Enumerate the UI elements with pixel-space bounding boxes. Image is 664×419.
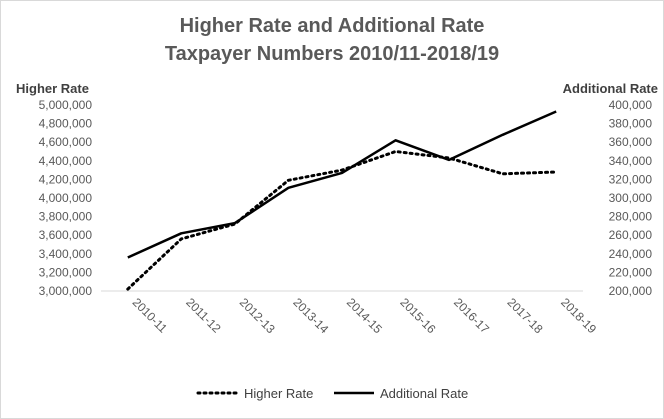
- x-tick-label: 2016-17: [451, 295, 492, 336]
- legend: Higher Rate Additional Rate: [196, 386, 468, 401]
- left-axis-ticks: 3,000,000 3,200,000 3,400,000 3,600,000 3,80…: [39, 98, 93, 298]
- x-tick-label: 2014-15: [344, 295, 385, 336]
- left-axis-title: Higher Rate: [16, 81, 89, 96]
- left-tick-label: 4,600,000: [39, 135, 93, 149]
- right-tick-label: 360,000: [609, 135, 653, 149]
- left-tick-label: 4,400,000: [39, 154, 93, 168]
- right-tick-label: 300,000: [609, 191, 653, 205]
- right-axis-title: Additional Rate: [563, 81, 658, 96]
- right-axis-ticks: 200,000 220,000 240,000 260,000 280,000 300,0…: [609, 98, 653, 298]
- legend-label-higher-rate: Higher Rate: [244, 386, 313, 401]
- legend-label-additional-rate: Additional Rate: [380, 386, 468, 401]
- x-axis-ticks: 2010-11 2011-12 2012-13 2013-14 2014-15 2015-…: [130, 295, 600, 336]
- left-tick-label: 3,200,000: [39, 265, 93, 279]
- left-tick-label: 3,400,000: [39, 247, 93, 261]
- left-tick-label: 4,000,000: [39, 191, 93, 205]
- x-tick-label: 2010-11: [130, 295, 171, 336]
- right-tick-label: 280,000: [609, 210, 653, 224]
- left-tick-label: 3,800,000: [39, 210, 93, 224]
- chart-title-line-2: Taxpayer Numbers 2010/11-2018/19: [165, 43, 499, 65]
- right-tick-label: 340,000: [609, 154, 653, 168]
- x-tick-label: 2013-14: [290, 295, 331, 336]
- right-tick-label: 260,000: [609, 228, 653, 242]
- series-line-additional-rate: [127, 110, 557, 259]
- right-tick-label: 200,000: [609, 284, 653, 298]
- series-line-higher-rate: [126, 150, 558, 291]
- right-tick-label: 240,000: [609, 247, 653, 261]
- x-tick-label: 2017-18: [505, 295, 546, 336]
- left-tick-label: 5,000,000: [39, 98, 93, 112]
- x-tick-label: 2012-13: [237, 295, 278, 336]
- chart-title-line-1: Higher Rate and Additional Rate: [180, 15, 485, 37]
- left-tick-label: 4,200,000: [39, 172, 93, 186]
- right-tick-label: 380,000: [609, 117, 653, 131]
- x-tick-label: 2015-16: [397, 295, 438, 336]
- left-tick-label: 3,600,000: [39, 228, 93, 242]
- left-tick-label: 3,000,000: [39, 284, 93, 298]
- series-layer: [126, 110, 558, 291]
- right-tick-label: 320,000: [609, 172, 653, 186]
- x-tick-label: 2018-19: [558, 295, 599, 336]
- right-tick-label: 400,000: [609, 98, 653, 112]
- left-tick-label: 4,800,000: [39, 117, 93, 131]
- x-tick-label: 2011-12: [183, 295, 224, 336]
- right-tick-label: 220,000: [609, 265, 653, 279]
